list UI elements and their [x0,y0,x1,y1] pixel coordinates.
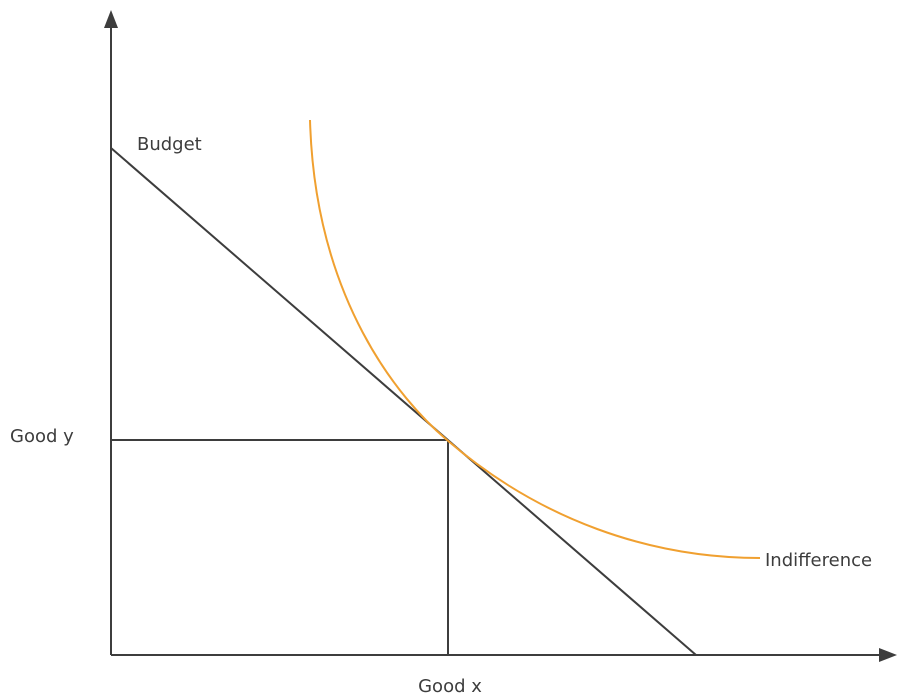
good-x-label: Good x [418,676,482,697]
y-axis-arrow [104,10,118,28]
budget-line [110,147,697,656]
budget-label: Budget [137,134,202,155]
indifference-label: Indifference [765,550,872,571]
x-axis-arrow [879,648,897,662]
indifference-curve [309,119,761,559]
good-y-label: Good y [10,426,74,447]
